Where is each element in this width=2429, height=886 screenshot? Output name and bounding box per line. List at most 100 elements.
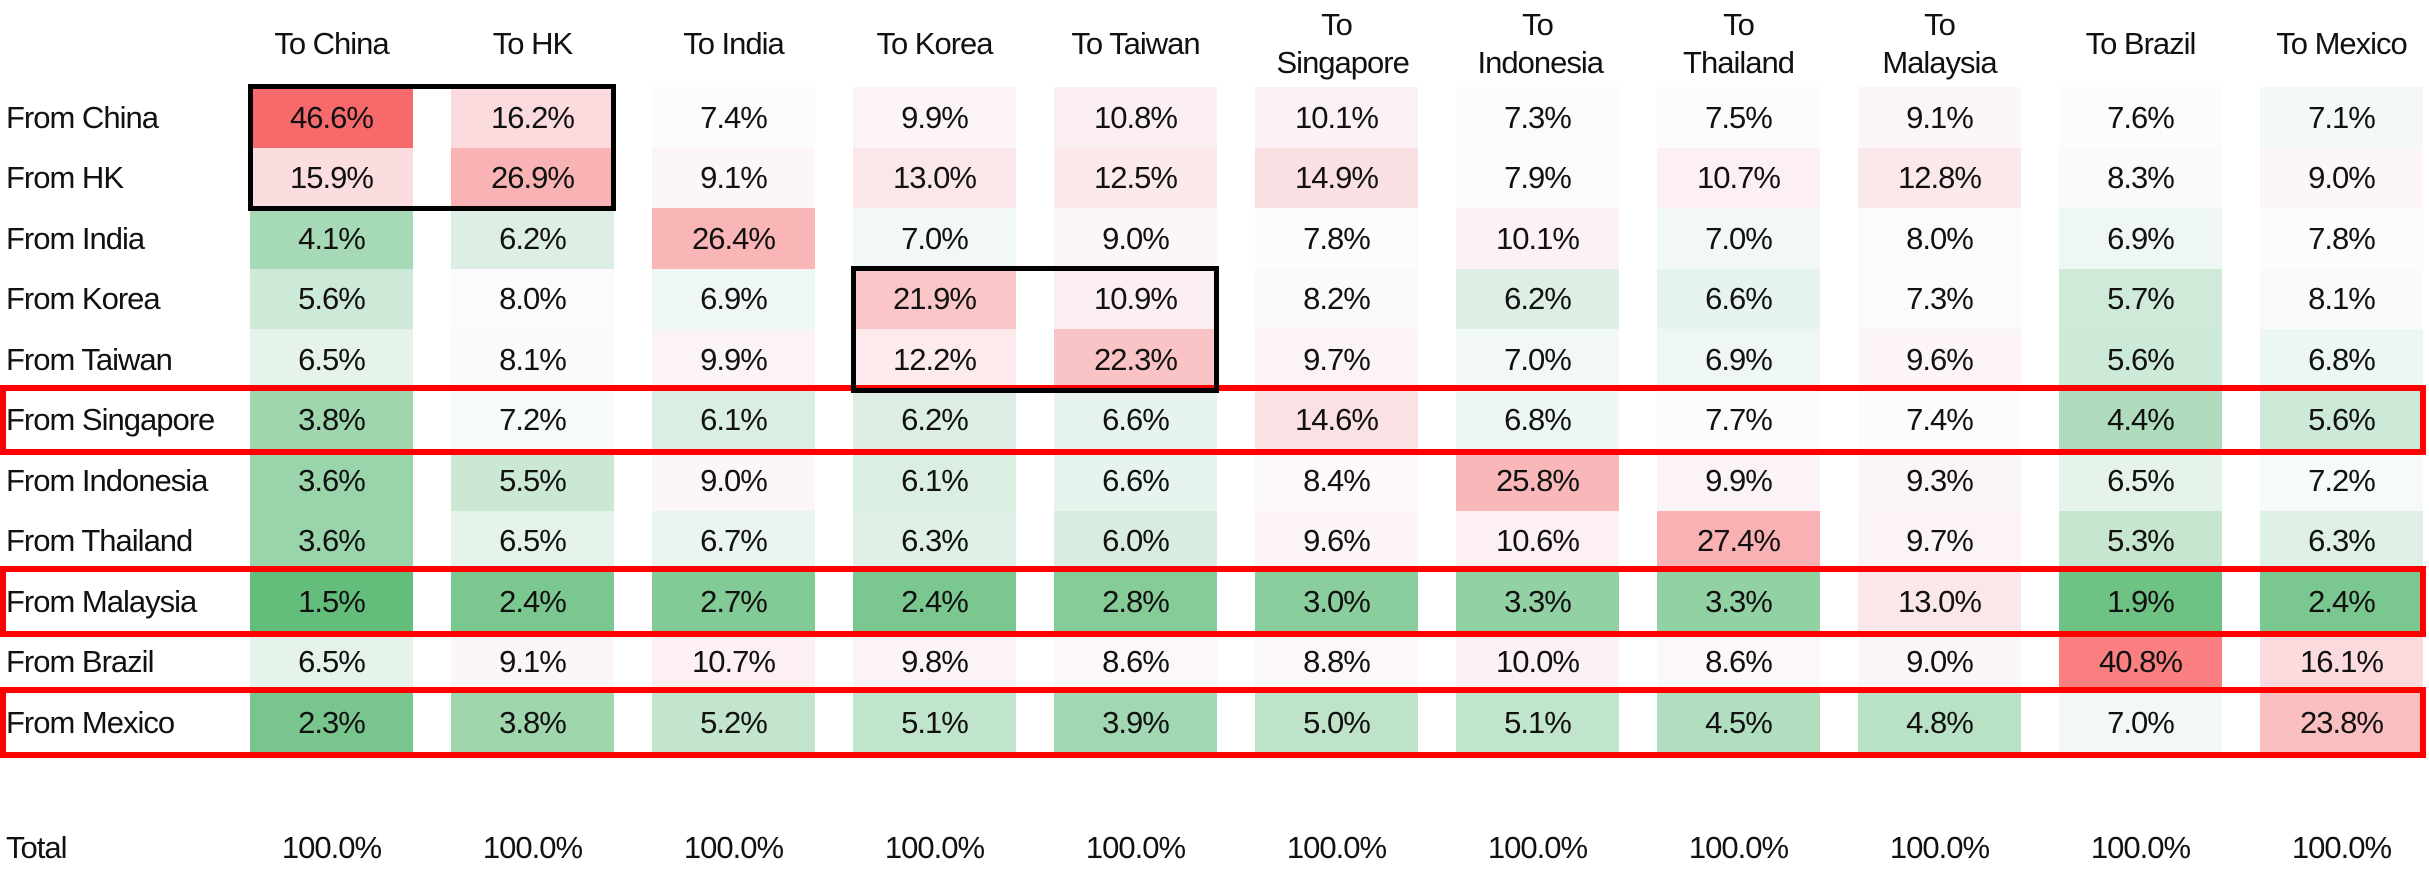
heatmap-cell: 40.8%	[2059, 631, 2222, 693]
heatmap-cell: 6.6%	[1054, 389, 1217, 451]
heatmap-cell: 12.5%	[1054, 147, 1217, 209]
heatmap-cell: 9.6%	[1858, 329, 2021, 390]
heatmap-cell: 12.8%	[1858, 147, 2021, 209]
heatmap-cell: 9.7%	[1255, 329, 1418, 390]
heatmap-cell: 4.1%	[250, 208, 413, 269]
heatmap-cell: 7.4%	[1858, 389, 2021, 451]
column-header: To China	[250, 0, 413, 87]
heatmap-cell: 6.5%	[2059, 450, 2222, 511]
column-header: To HK	[451, 0, 614, 87]
heatmap-cell: 5.3%	[2059, 510, 2222, 572]
column-header-label: To Indonesia	[1477, 6, 1604, 80]
heatmap-cell: 8.1%	[2260, 268, 2423, 330]
heatmap-cell: 8.0%	[1858, 208, 2021, 269]
heatmap-cell: 1.9%	[2059, 571, 2222, 632]
heatmap-cell: 6.2%	[853, 389, 1016, 451]
heatmap-cell: 8.4%	[1255, 450, 1418, 511]
heatmap-cell: 4.8%	[1858, 692, 2021, 753]
heatmap-cell: 26.9%	[451, 147, 614, 209]
heatmap-cell: 6.5%	[250, 329, 413, 390]
heatmap-cell: 6.5%	[250, 631, 413, 693]
heatmap-cell: 9.1%	[451, 631, 614, 693]
heatmap-cell: 6.1%	[853, 450, 1016, 511]
column-header-label: To India	[683, 25, 785, 61]
heatmap-cell: 13.0%	[1858, 571, 2021, 632]
heatmap-cell: 5.1%	[1456, 692, 1619, 753]
heatmap-cell: 27.4%	[1657, 510, 1820, 572]
heatmap-cell: 6.3%	[2260, 510, 2423, 572]
heatmap-cell: 7.9%	[1456, 147, 1619, 209]
heatmap-cell: 22.3%	[1054, 329, 1217, 390]
column-header-label: To Thailand	[1683, 6, 1795, 80]
heatmap-cell: 10.1%	[1255, 87, 1418, 148]
total-cell: 100.0%	[2291, 830, 2392, 865]
heatmap-cell: 4.5%	[1657, 692, 1820, 753]
row-label: From HK	[6, 160, 124, 195]
heatmap-cell: 5.0%	[1255, 692, 1418, 753]
column-header: To Mexico	[2260, 0, 2423, 87]
heatmap-cell: 5.6%	[2260, 389, 2423, 451]
heatmap-cell: 7.3%	[1456, 87, 1619, 148]
heatmap-cell: 6.9%	[1657, 329, 1820, 390]
heatmap-cell: 9.7%	[1858, 510, 2021, 572]
heatmap-cell: 8.8%	[1255, 631, 1418, 693]
row-label: From Mexico	[6, 704, 175, 740]
heatmap-cell: 2.4%	[451, 571, 614, 632]
total-cell: 100.0%	[1085, 830, 1186, 865]
total-cell: 100.0%	[1889, 830, 1990, 865]
heatmap-cell: 5.6%	[250, 268, 413, 330]
total-cell: 100.0%	[884, 830, 985, 865]
column-header: To Singapore	[1255, 0, 1418, 87]
row-label: From Korea	[6, 281, 161, 316]
column-header: To Thailand	[1657, 0, 1820, 87]
heatmap-cell: 21.9%	[853, 268, 1016, 330]
heatmap-cell: 6.0%	[1054, 510, 1217, 572]
heatmap-cell: 3.9%	[1054, 692, 1217, 753]
heatmap-cell: 7.7%	[1657, 389, 1820, 451]
heatmap-cell: 3.6%	[250, 510, 413, 572]
row-label: From Malaysia	[6, 583, 197, 619]
column-header-label: To China	[274, 25, 389, 61]
heatmap-cell: 5.1%	[853, 692, 1016, 753]
heatmap-cell: 15.9%	[250, 147, 413, 209]
heatmap-cell: 2.4%	[2260, 571, 2423, 632]
heatmap-cell: 7.5%	[1657, 87, 1820, 148]
column-header: To Brazil	[2059, 0, 2222, 87]
heatmap-cell: 10.1%	[1456, 208, 1619, 269]
heatmap-cell: 6.9%	[2059, 208, 2222, 269]
heatmap-cell: 9.1%	[652, 147, 815, 209]
heatmap-cell: 9.0%	[1858, 631, 2021, 693]
heatmap-cell: 10.7%	[652, 631, 815, 693]
heatmap-cell: 7.0%	[2059, 692, 2222, 753]
heatmap-cell: 4.4%	[2059, 389, 2222, 451]
heatmap-cell: 9.8%	[853, 631, 1016, 693]
row-label: From Singapore	[6, 402, 215, 437]
heatmap-cell: 7.2%	[451, 389, 614, 451]
heatmap-cell: 3.3%	[1456, 571, 1619, 632]
total-cell: 100.0%	[1688, 830, 1789, 865]
row-label: From Brazil	[6, 644, 154, 679]
heatmap-cell: 6.6%	[1657, 268, 1820, 330]
column-header: To India	[652, 0, 815, 87]
column-header-label: To Malaysia	[1882, 6, 1997, 80]
heatmap-cell: 7.0%	[1456, 329, 1619, 390]
heatmap-cell: 7.6%	[2059, 87, 2222, 148]
heatmap-cell: 16.2%	[451, 87, 614, 148]
heatmap-cell: 2.3%	[250, 692, 413, 753]
heatmap-cell: 9.1%	[1858, 87, 2021, 148]
column-header: To Indonesia	[1456, 0, 1619, 87]
column-header-label: To Taiwan	[1071, 25, 1200, 61]
heatmap-cell: 7.1%	[2260, 87, 2423, 148]
total-cell: 100.0%	[1286, 830, 1387, 865]
total-label: Total	[6, 830, 67, 865]
heatmap-cell: 9.3%	[1858, 450, 2021, 511]
column-header-label: To Korea	[876, 25, 993, 61]
row-label: From Indonesia	[6, 462, 208, 498]
heatmap-cell: 1.5%	[250, 571, 413, 632]
heatmap-cell: 6.2%	[451, 208, 614, 269]
total-cell: 100.0%	[482, 830, 583, 865]
column-header: To Taiwan	[1054, 0, 1217, 87]
heatmap-cell: 46.6%	[250, 87, 413, 148]
heatmap-cell: 10.7%	[1657, 147, 1820, 209]
heatmap-cell: 7.8%	[2260, 208, 2423, 269]
